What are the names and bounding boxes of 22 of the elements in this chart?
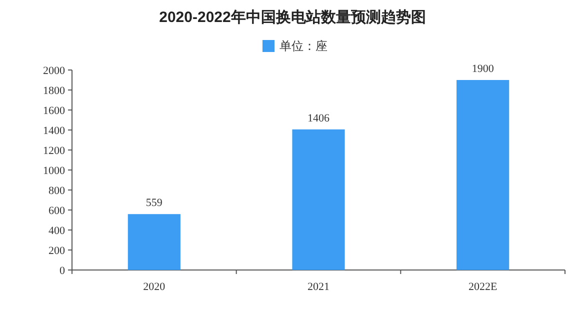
data-label: 1900 [472, 63, 494, 75]
y-tick-label: 200 [48, 245, 66, 257]
y-tick-label: 1200 [43, 145, 66, 157]
y-tick-label: 1600 [43, 105, 66, 117]
chart-title: 2020-2022年中国换电站数量预测趋势图 [159, 9, 426, 26]
x-tick-label: 2022E [468, 281, 498, 293]
bar [128, 214, 180, 270]
y-tick-label: 0 [60, 265, 66, 277]
bar [456, 80, 510, 270]
bar [292, 129, 345, 270]
y-tick-label: 1800 [43, 85, 66, 97]
data-label: 1406 [308, 112, 330, 124]
y-tick-label: 1400 [43, 125, 66, 137]
x-tick-label: 2021 [308, 281, 330, 293]
x-tick-label: 2020 [143, 281, 166, 293]
y-tick-label: 400 [48, 225, 66, 237]
y-tick-label: 2000 [43, 65, 66, 77]
y-tick-label: 1000 [43, 165, 66, 177]
y-tick-label: 800 [48, 185, 66, 197]
y-tick-label: 600 [48, 205, 66, 217]
legend-label: 单位：座 [280, 39, 328, 53]
data-label: 559 [146, 197, 163, 210]
